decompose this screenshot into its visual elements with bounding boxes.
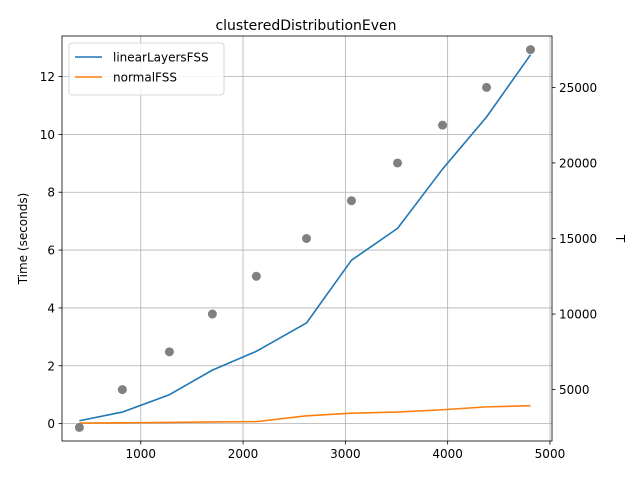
- y2-tick-label-3: 20000: [559, 156, 597, 170]
- legend: linearLayersFSS normalFSS: [68, 42, 225, 96]
- y-tick-label-6: 12: [40, 70, 55, 84]
- y-tick-label-4: 8: [47, 186, 55, 200]
- x-axis: 1000 2000 3000 4000 5000: [125, 441, 565, 461]
- y2-tick-label-0: 5000: [559, 383, 590, 397]
- point-t-4: [251, 271, 261, 281]
- point-t-5: [301, 234, 311, 243]
- point-t-2: [164, 347, 174, 357]
- y-axis-right: 5000 10000 15000 20000 25000: [552, 81, 597, 397]
- y-tick-label-2: 4: [47, 301, 55, 315]
- point-t-8: [438, 120, 448, 130]
- y-axis-label: Time (seconds): [16, 193, 30, 286]
- series-layer: [74, 45, 536, 432]
- legend-label-normalfss: normalFSS: [113, 71, 177, 85]
- y2-tick-label-4: 25000: [559, 81, 597, 95]
- point-t-7: [393, 158, 403, 168]
- y2-tick-label-1: 10000: [559, 308, 597, 322]
- series-line-normalfss: [79, 404, 531, 424]
- x-tick-label-4: 5000: [535, 447, 566, 461]
- point-t-9: [482, 82, 492, 92]
- series-line-linearlayersfss: [79, 54, 532, 422]
- y-tick-label-3: 6: [47, 244, 55, 258]
- y2-tick-label-2: 15000: [559, 232, 597, 246]
- point-t-1: [117, 385, 127, 395]
- point-t-3: [207, 309, 217, 319]
- point-t-10: [526, 45, 536, 55]
- x-tick-label-2: 3000: [330, 447, 361, 461]
- legend-label-linearlayersfss: linearLayersFSS: [113, 51, 209, 65]
- series-t: [74, 45, 536, 432]
- y2-axis-label: T: [613, 234, 627, 243]
- y-tick-label-5: 10: [40, 128, 55, 142]
- x-tick-label-3: 4000: [432, 447, 463, 461]
- y-axis-left: 0 2 4 6 8 10 12: [40, 70, 62, 431]
- legend-box: [68, 42, 225, 96]
- x-tick-label-1: 2000: [228, 447, 259, 461]
- x-tick-label-0: 1000: [125, 447, 156, 461]
- point-t-6: [346, 196, 356, 206]
- point-t-0: [74, 422, 84, 432]
- y-tick-label-0: 0: [47, 417, 55, 431]
- chart-title: clusteredDistributionEven: [215, 18, 396, 34]
- y-tick-label-1: 2: [47, 359, 55, 373]
